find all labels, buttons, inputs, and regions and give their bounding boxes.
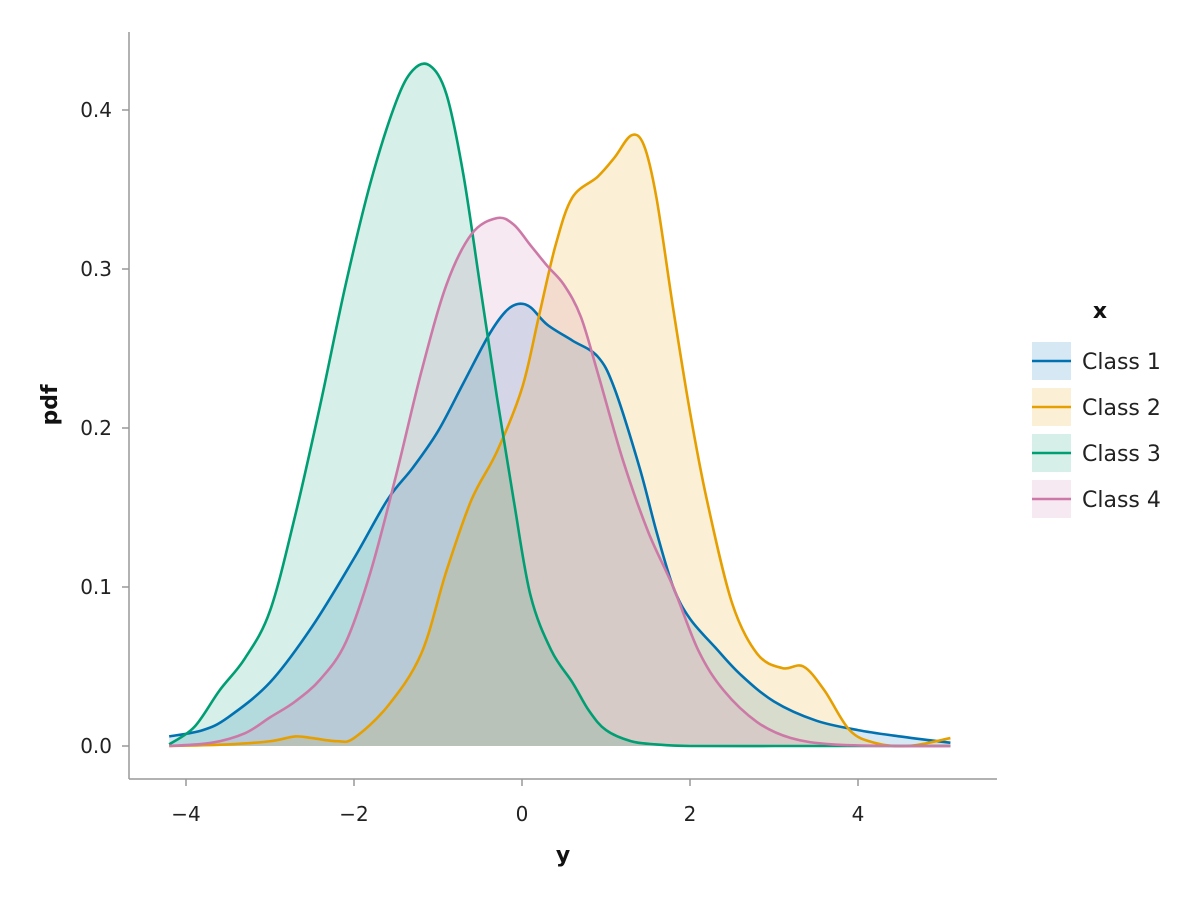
- y-tick-label: 0.0: [80, 734, 112, 758]
- x-axis-label: y: [556, 843, 570, 868]
- y-tick-label: 0.2: [80, 416, 112, 440]
- legend-item-class-1: Class 1: [1032, 342, 1161, 380]
- legend-label: Class 1: [1082, 350, 1161, 375]
- x-tick-label: 4: [852, 802, 865, 826]
- line-class-3: [168, 62, 951, 748]
- line-class-1: [168, 302, 951, 745]
- y-tick-label: 0.4: [80, 98, 112, 122]
- legend: x Class 1 Class 2 Class 3 Class 4: [1032, 299, 1161, 518]
- line-class-4: [169, 216, 951, 748]
- line-class-2: [169, 133, 951, 748]
- legend-items: Class 1 Class 2 Class 3 Class 4: [1032, 342, 1161, 518]
- legend-label: Class 4: [1082, 488, 1161, 513]
- area-class-1: [169, 303, 951, 746]
- y-axis-label: pdf: [38, 384, 63, 425]
- legend-label: Class 3: [1082, 442, 1161, 467]
- lines-layer: [168, 62, 951, 748]
- area-class-3: [169, 63, 951, 747]
- legend-item-class-4: Class 4: [1032, 480, 1161, 518]
- x-tick-label: −2: [339, 802, 368, 826]
- y-tick-label: 0.3: [80, 257, 112, 281]
- legend-item-class-2: Class 2: [1032, 388, 1161, 426]
- legend-title: x: [1093, 299, 1107, 324]
- x-tick-label: 0: [516, 802, 529, 826]
- x-ticks: −4 −2 0 2 4: [171, 779, 864, 826]
- legend-item-class-3: Class 3: [1032, 434, 1161, 472]
- x-tick-label: 2: [684, 802, 697, 826]
- areas-layer: [169, 63, 951, 747]
- area-class-4: [169, 217, 951, 747]
- legend-label: Class 2: [1082, 396, 1161, 421]
- y-tick-label: 0.1: [80, 575, 112, 599]
- y-ticks: 0.0 0.1 0.2 0.3 0.4: [80, 98, 129, 758]
- x-tick-label: −4: [171, 802, 200, 826]
- area-class-2: [169, 134, 951, 747]
